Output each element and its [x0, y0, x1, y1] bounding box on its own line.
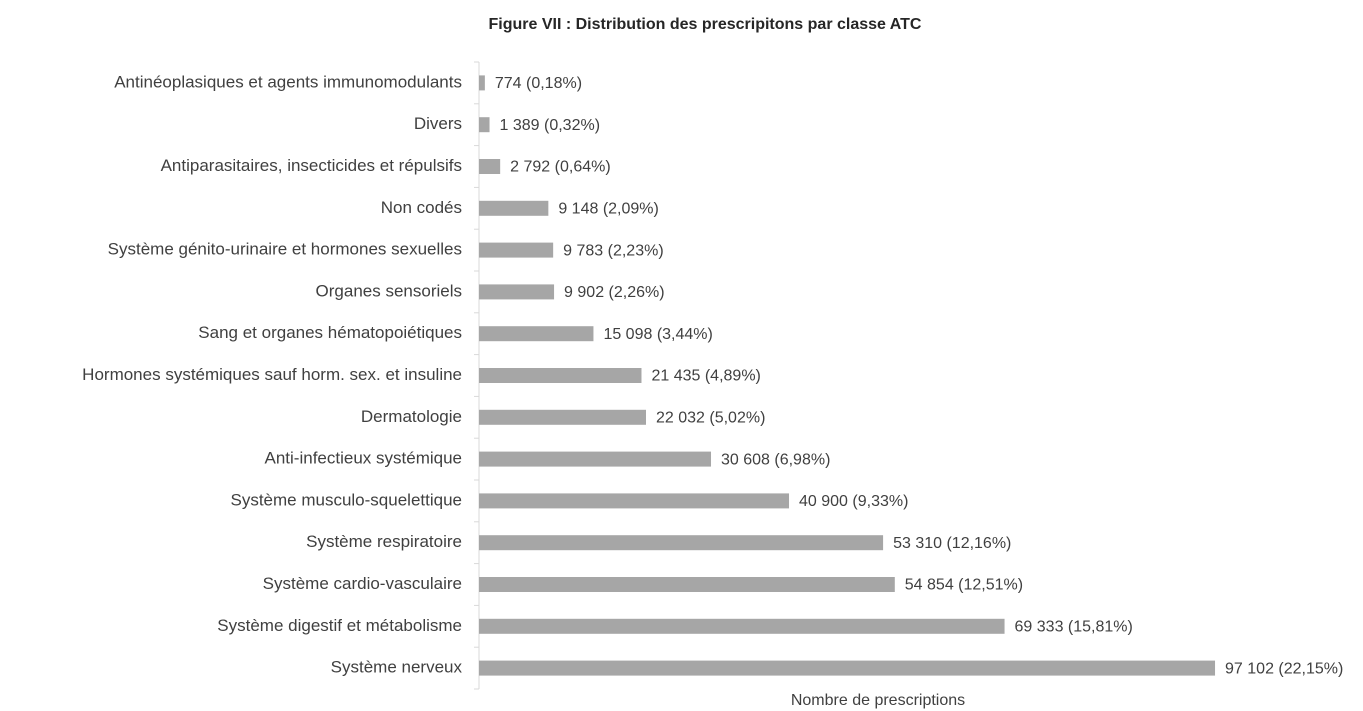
value-label: 15 098 (3,44%) [603, 326, 712, 343]
bar [479, 75, 485, 91]
bar [479, 451, 712, 467]
y-tick-label: Système digestif et métabolisme [217, 616, 462, 635]
value-label: 97 102 (22,15%) [1225, 660, 1343, 677]
y-tick-label: Anti-infectieux systémique [265, 449, 462, 468]
value-label: 53 310 (12,16%) [893, 535, 1011, 552]
value-label: 54 854 (12,51%) [905, 577, 1023, 594]
value-label: 9 783 (2,23%) [563, 242, 664, 259]
bar [479, 117, 490, 133]
bar [479, 660, 1216, 676]
value-label: 9 148 (2,09%) [558, 201, 659, 218]
bar [479, 368, 642, 383]
bar [479, 618, 1005, 634]
y-tick-label: Système respiratoire [306, 532, 462, 551]
y-tick-label: Non codés [381, 198, 462, 217]
bar [479, 242, 554, 258]
bar [479, 159, 501, 174]
y-tick-label: Divers [414, 114, 462, 133]
y-tick-label: Système cardio-vasculaire [263, 574, 462, 593]
y-tick-label: Organes sensoriels [316, 281, 462, 300]
bar [479, 409, 647, 425]
bar [479, 493, 790, 509]
y-tick-label: Dermatologie [361, 407, 462, 426]
value-label: 774 (0,18%) [495, 75, 582, 92]
value-label: 2 792 (0,64%) [510, 159, 611, 176]
bar [479, 326, 594, 342]
bar [479, 577, 895, 592]
bar [479, 284, 555, 300]
y-tick-label: Hormones systémiques sauf horm. sex. et … [82, 365, 462, 384]
bar [479, 200, 549, 216]
value-label: 30 608 (6,98%) [721, 451, 830, 468]
value-label: 9 902 (2,26%) [564, 284, 665, 301]
chart-title: Figure VII : Distribution des prescripit… [489, 16, 922, 33]
value-label: 1 389 (0,32%) [500, 117, 601, 134]
y-tick-label: Sang et organes hématopoiétiques [198, 323, 462, 342]
y-tick-label: Système musculo-squelettique [230, 490, 462, 509]
y-tick-label: Système génito-urinaire et hormones sexu… [108, 240, 462, 259]
value-label: 22 032 (5,02%) [656, 410, 765, 427]
y-tick-label: Système nerveux [331, 658, 463, 677]
y-tick-label: Antiparasitaires, insecticides et répuls… [161, 156, 462, 175]
x-axis-label: Nombre de prescriptions [791, 692, 965, 709]
bar [479, 535, 884, 551]
value-label: 69 333 (15,81%) [1015, 619, 1133, 636]
value-label: 40 900 (9,33%) [799, 493, 908, 510]
y-tick-label: Antinéoplasiques et agents immunomodulan… [114, 72, 462, 91]
value-label: 21 435 (4,89%) [651, 368, 760, 385]
